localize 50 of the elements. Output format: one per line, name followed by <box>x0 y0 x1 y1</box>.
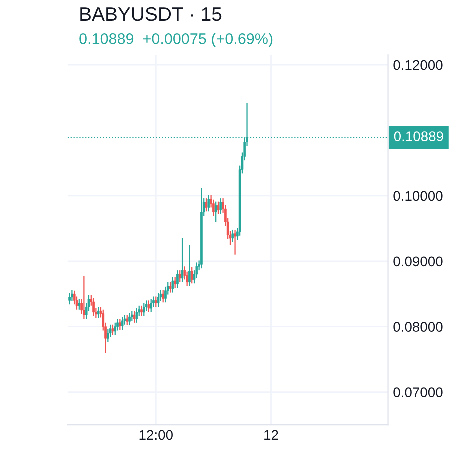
candlestick <box>128 312 131 326</box>
candlestick <box>157 292 160 308</box>
candlestick <box>78 298 81 310</box>
candlestick <box>140 305 143 317</box>
y-tick-label: 0.08000 <box>394 322 443 332</box>
chart-title: BABYUSDT · 15 <box>80 7 222 22</box>
candlestick <box>174 276 176 289</box>
candlestick <box>205 198 208 212</box>
candlestick <box>107 328 110 344</box>
candlestick <box>68 292 71 306</box>
candlestick <box>169 282 172 294</box>
candlestick <box>126 314 129 326</box>
candlestick <box>176 270 179 289</box>
y-tick-label: 0.10000 <box>394 191 443 202</box>
candlestick <box>148 300 150 314</box>
candlestick <box>136 308 138 324</box>
candlestick <box>162 290 165 304</box>
candlestick <box>188 244 191 287</box>
chart-subtitle: 0.10889 +0.00075 (+0.69%) <box>80 33 273 48</box>
candlestick <box>119 318 122 331</box>
candlestick <box>92 297 95 317</box>
candlestick <box>83 276 86 320</box>
candlestick <box>214 201 218 223</box>
candlestick <box>71 290 74 302</box>
candlestick <box>116 318 119 332</box>
candlestick <box>164 286 167 304</box>
candlestick <box>212 199 215 217</box>
candlestick <box>112 324 114 336</box>
candlestick <box>220 198 222 215</box>
candlestick <box>234 229 236 256</box>
candlestick <box>190 266 194 284</box>
y-tick-label: 0.09000 <box>394 256 443 267</box>
candlestick <box>121 316 124 331</box>
candlestick <box>130 310 134 322</box>
candlestick <box>232 229 234 243</box>
y-tick-label: 0.12000 <box>394 60 443 70</box>
ref-line-label: 0.10889 <box>394 132 444 142</box>
candlestick <box>208 194 210 212</box>
candlestick <box>172 276 174 294</box>
candlestick <box>154 296 158 308</box>
x-tick-label: 12:00 <box>140 430 173 440</box>
candlestick <box>181 238 184 283</box>
candlestick <box>114 322 117 336</box>
candlestick <box>142 302 146 317</box>
y-tick-label: 0.07000 <box>394 388 443 398</box>
candlestick <box>150 298 153 314</box>
candlestick <box>217 201 220 215</box>
candlestick <box>133 310 136 324</box>
x-tick-label: 12 <box>264 430 278 440</box>
candlestick <box>178 270 182 283</box>
